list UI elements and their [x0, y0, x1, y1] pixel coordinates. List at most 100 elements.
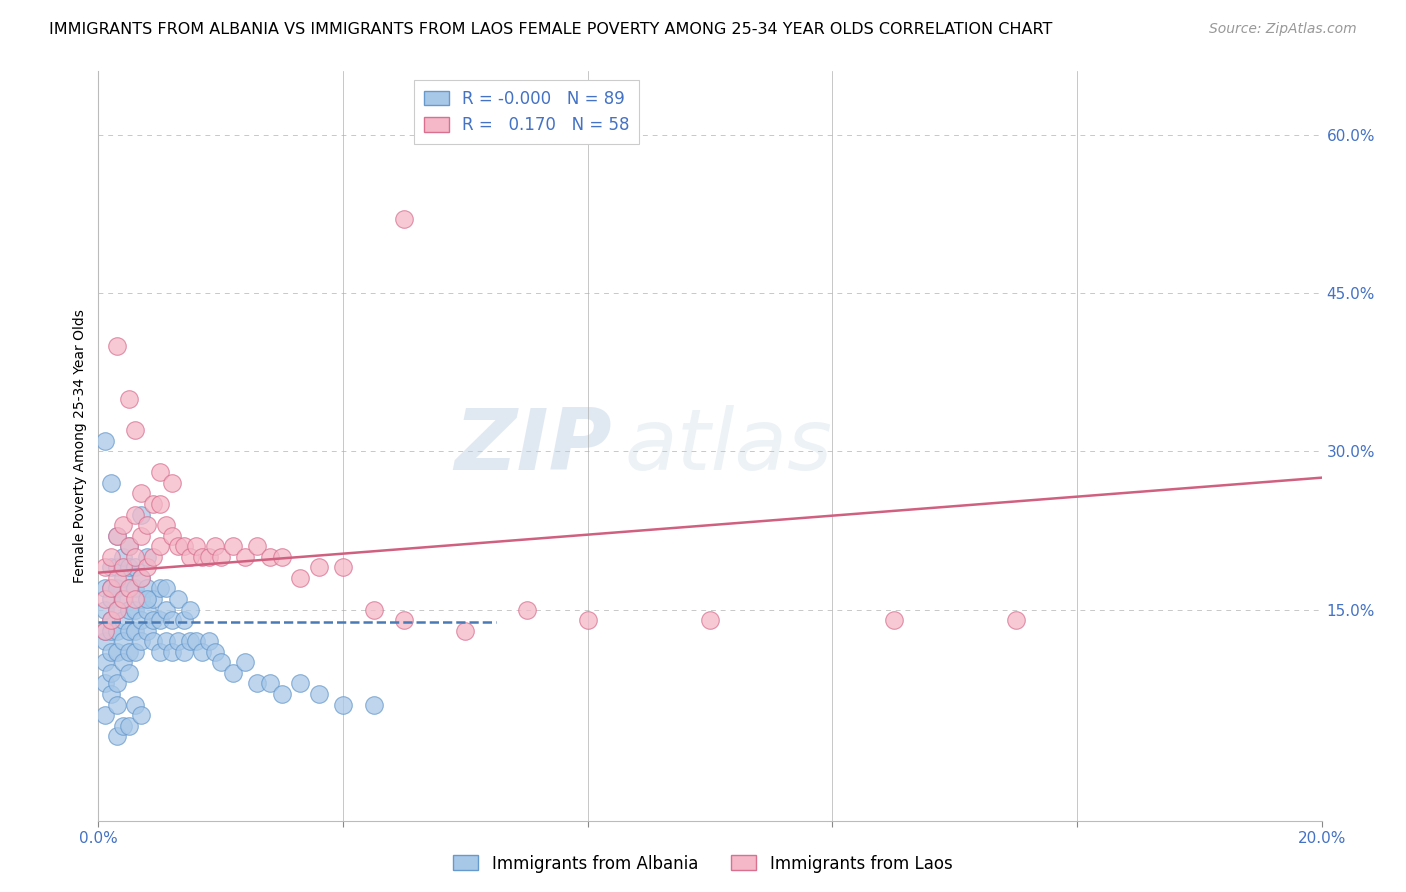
Point: [93, 602, 115, 616]
Point: [186, 539, 208, 553]
Point: [209, 656, 232, 670]
Point: [100, 582, 122, 596]
Point: [100, 613, 122, 627]
Point: [149, 613, 172, 627]
Point: [142, 613, 165, 627]
Point: [392, 613, 416, 627]
Point: [124, 592, 146, 607]
Point: [100, 549, 122, 564]
Point: [118, 665, 141, 680]
Point: [105, 560, 128, 574]
Point: [142, 549, 165, 564]
Point: [100, 624, 122, 638]
Point: [155, 634, 177, 648]
Point: [136, 560, 159, 574]
Point: [105, 624, 128, 638]
Legend: R = -0.000   N = 89, R =   0.170   N = 58: R = -0.000 N = 89, R = 0.170 N = 58: [413, 79, 640, 144]
Point: [173, 539, 195, 553]
Point: [93, 656, 115, 670]
Point: [93, 592, 115, 607]
Point: [105, 729, 128, 743]
Point: [118, 582, 141, 596]
Point: [111, 592, 134, 607]
Point: [118, 582, 141, 596]
Point: [308, 560, 330, 574]
Point: [246, 676, 269, 690]
Point: [173, 613, 195, 627]
Point: [136, 602, 159, 616]
Point: [124, 624, 146, 638]
Point: [105, 582, 128, 596]
Point: [105, 645, 128, 659]
Point: [100, 665, 122, 680]
Point: [179, 602, 201, 616]
Point: [197, 549, 219, 564]
Point: [105, 339, 128, 353]
Point: [118, 560, 141, 574]
Point: [363, 698, 385, 712]
Point: [129, 634, 152, 648]
Point: [160, 475, 183, 490]
Point: [93, 624, 115, 638]
Point: [332, 698, 354, 712]
Point: [129, 613, 152, 627]
Point: [111, 719, 134, 733]
Point: [160, 613, 183, 627]
Point: [149, 466, 172, 480]
Point: [222, 539, 245, 553]
Point: [142, 634, 165, 648]
Point: [111, 613, 134, 627]
Point: [155, 602, 177, 616]
Point: [191, 645, 214, 659]
Point: [222, 665, 245, 680]
Point: [392, 212, 416, 227]
Point: [124, 582, 146, 596]
Point: [118, 719, 141, 733]
Point: [454, 624, 477, 638]
Point: [173, 645, 195, 659]
Point: [124, 508, 146, 522]
Point: [142, 497, 165, 511]
Point: [308, 687, 330, 701]
Point: [160, 645, 183, 659]
Point: [111, 518, 134, 533]
Point: [167, 634, 190, 648]
Point: [179, 549, 201, 564]
Point: [155, 582, 177, 596]
Point: [118, 624, 141, 638]
Point: [93, 434, 115, 448]
Point: [136, 592, 159, 607]
Point: [136, 518, 159, 533]
Point: [118, 539, 141, 553]
Point: [290, 571, 312, 585]
Point: [136, 582, 159, 596]
Point: [167, 539, 190, 553]
Point: [233, 549, 256, 564]
Point: [100, 613, 122, 627]
Point: [191, 549, 214, 564]
Point: [259, 549, 281, 564]
Point: [246, 539, 269, 553]
Point: [270, 687, 292, 701]
Point: [160, 529, 183, 543]
Point: [105, 602, 128, 616]
Point: [576, 613, 599, 627]
Text: IMMIGRANTS FROM ALBANIA VS IMMIGRANTS FROM LAOS FEMALE POVERTY AMONG 25-34 YEAR : IMMIGRANTS FROM ALBANIA VS IMMIGRANTS FR…: [49, 22, 1053, 37]
Point: [124, 698, 146, 712]
Text: ZIP: ZIP: [454, 404, 612, 488]
Point: [129, 708, 152, 723]
Point: [129, 592, 152, 607]
Point: [100, 645, 122, 659]
Point: [124, 549, 146, 564]
Point: [111, 549, 134, 564]
Point: [118, 539, 141, 553]
Point: [105, 529, 128, 543]
Point: [363, 602, 385, 616]
Y-axis label: Female Poverty Among 25-34 Year Olds: Female Poverty Among 25-34 Year Olds: [73, 309, 87, 583]
Point: [100, 687, 122, 701]
Point: [204, 539, 226, 553]
Point: [105, 571, 128, 585]
Point: [105, 602, 128, 616]
Point: [124, 423, 146, 437]
Point: [100, 475, 122, 490]
